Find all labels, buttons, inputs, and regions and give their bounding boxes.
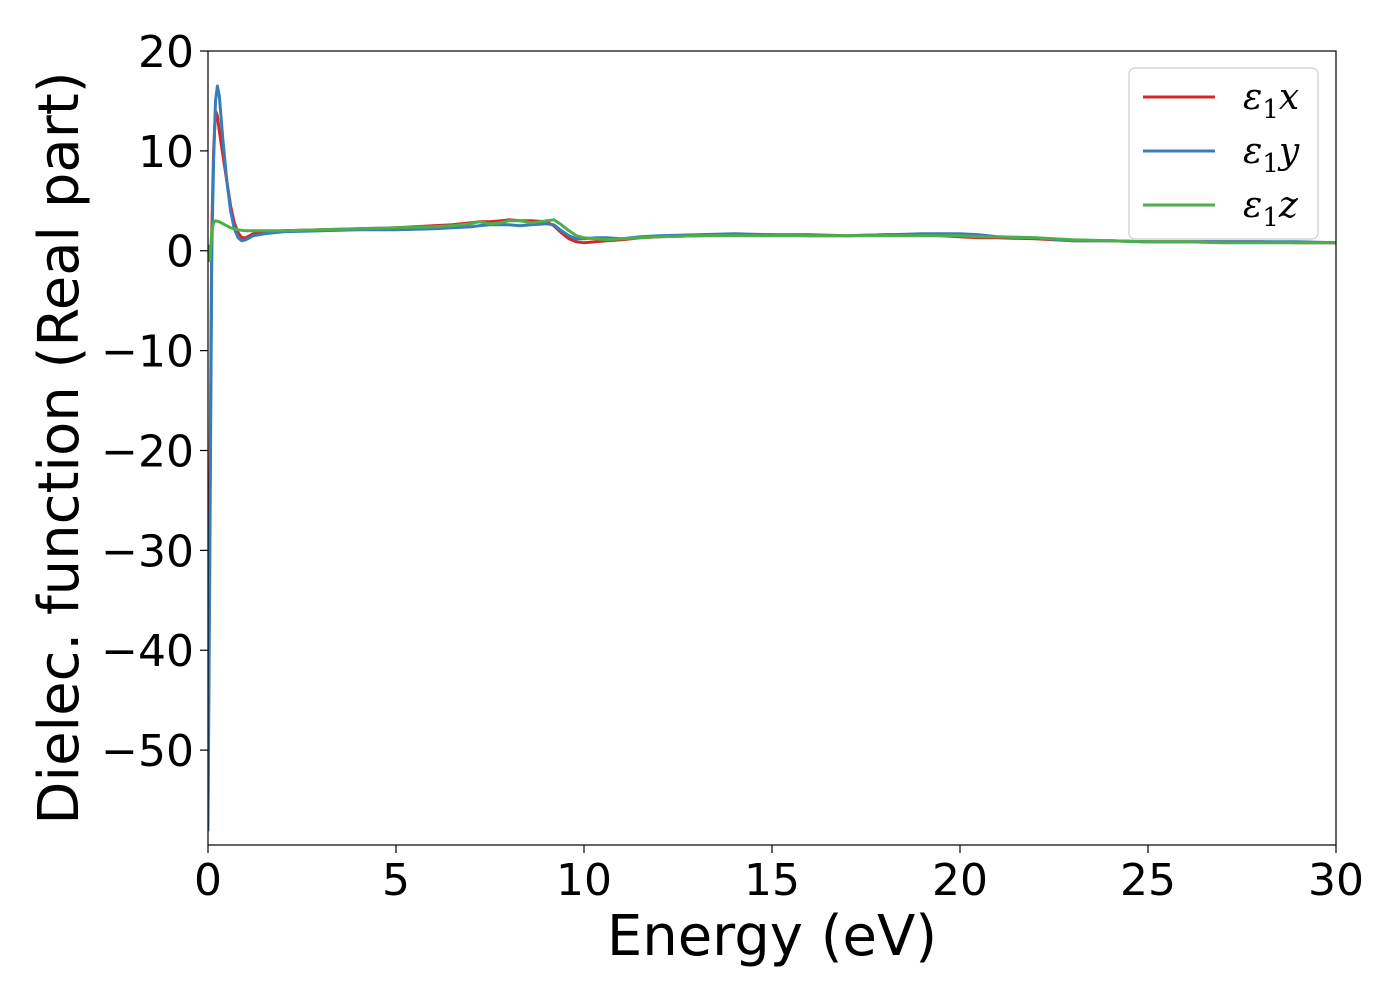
x-tick-label: 10 <box>556 855 612 906</box>
y-tick-label: −10 <box>101 327 194 378</box>
x-tick-label: 30 <box>1308 855 1364 906</box>
y-tick-label: 10 <box>138 127 194 178</box>
x-tick-label: 5 <box>382 855 410 906</box>
y-axis: −50 −40 −30 −20 −10 0 10 20 <box>101 27 208 777</box>
x-axis: 0 5 10 15 20 25 30 <box>194 845 1364 906</box>
y-tick-label: −20 <box>101 426 194 477</box>
y-tick-label: −50 <box>101 726 194 777</box>
legend-label-x: ε1x <box>1243 77 1299 125</box>
x-tick-label: 0 <box>194 855 222 906</box>
legend-box <box>1128 67 1319 240</box>
legend-label-y: ε1y <box>1243 131 1300 179</box>
y-tick-label: −30 <box>101 526 194 577</box>
legend-label-z: ε1z <box>1243 185 1299 233</box>
series-layer <box>208 84 1336 832</box>
series-line-z <box>208 218 1336 263</box>
y-tick-label: 0 <box>166 227 194 278</box>
x-axis-title: Energy (eV) <box>607 904 937 969</box>
x-tick-label: 25 <box>1120 855 1176 906</box>
y-axis-title: Dielec. function (Real part) <box>27 71 92 824</box>
x-tick-label: 20 <box>932 855 988 906</box>
legend: ε1x ε1y ε1z <box>1128 67 1319 240</box>
y-tick-label: 20 <box>138 27 194 78</box>
y-tick-label: −40 <box>101 626 194 677</box>
x-tick-label: 15 <box>744 855 800 906</box>
series-line-y <box>208 84 1336 832</box>
